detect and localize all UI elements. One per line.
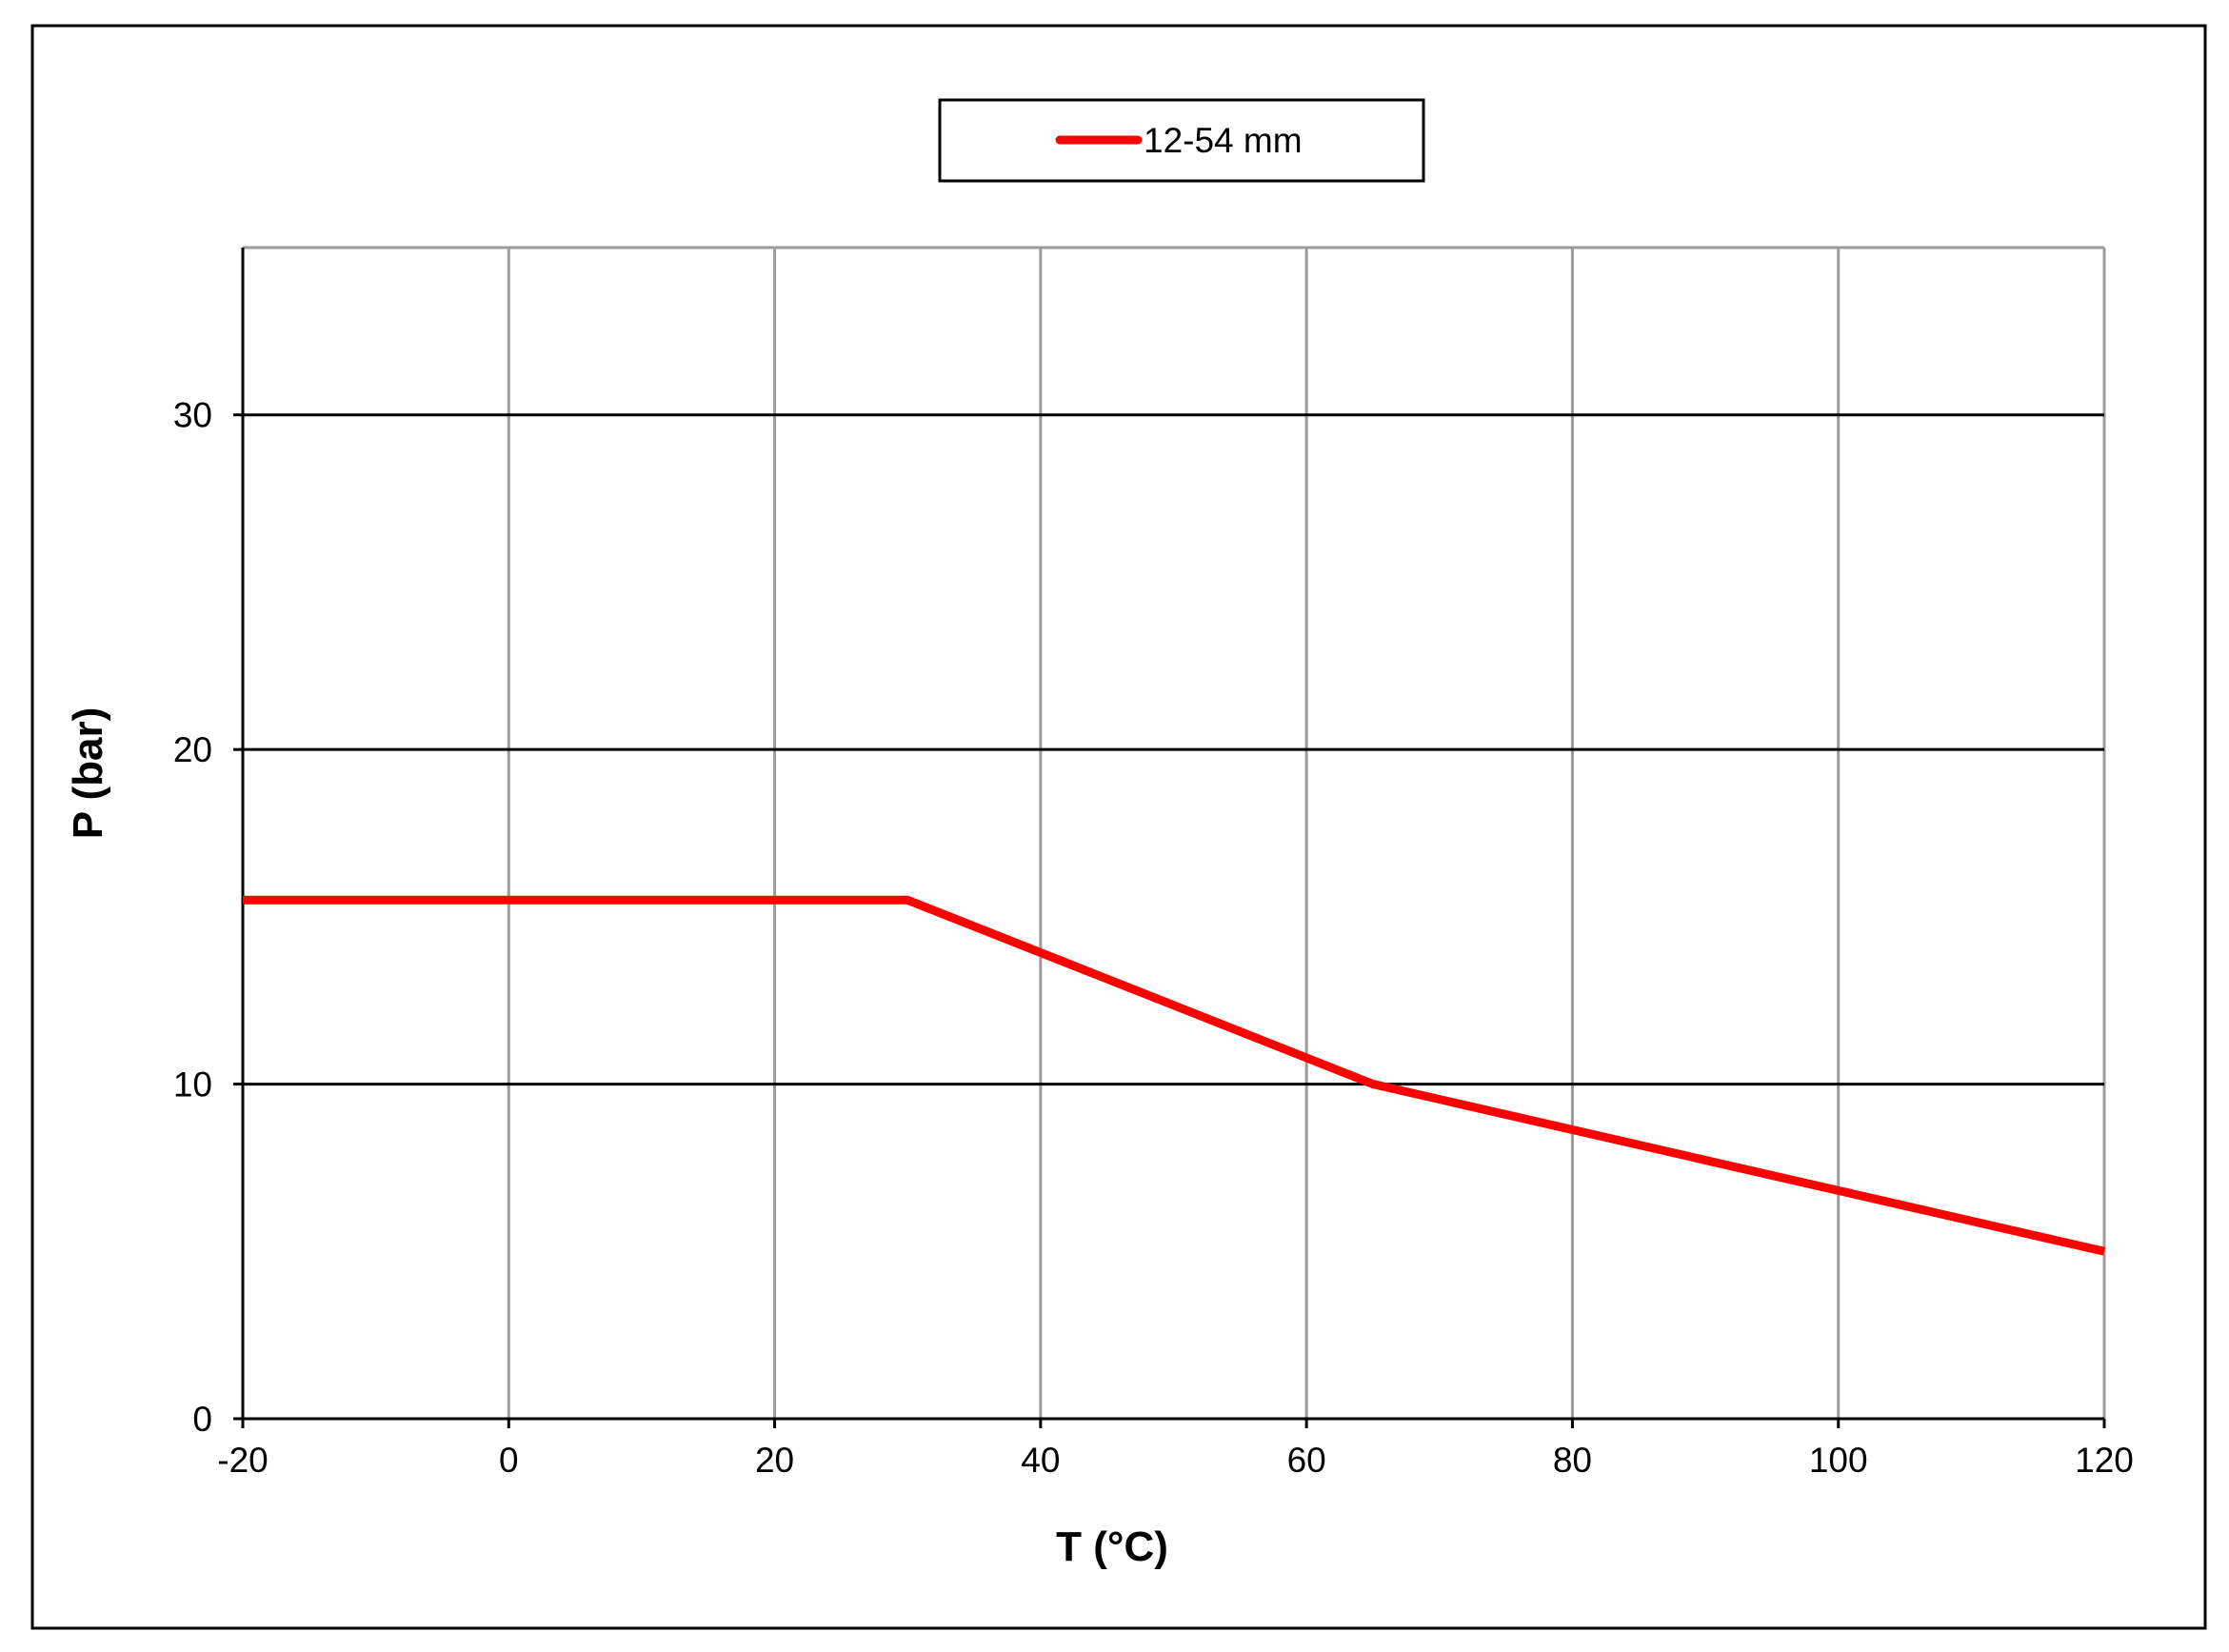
- x-tick-label: 60: [1287, 1441, 1326, 1480]
- y-tick-label: 0: [192, 1400, 212, 1439]
- y-tick-label: 10: [173, 1065, 212, 1105]
- legend-box: [938, 98, 1425, 183]
- x-tick-label: 0: [499, 1441, 519, 1480]
- x-tick-label: 20: [755, 1441, 794, 1480]
- series: [242, 895, 2106, 1256]
- y-tick-label: 30: [173, 396, 212, 435]
- series-point: [242, 899, 244, 901]
- grid: [243, 246, 2106, 1419]
- x-axis-title: T (°C): [1056, 1523, 1168, 1570]
- legend-label-12-54-mm: 12-54 mm: [1144, 121, 1303, 160]
- y-tick-label: 20: [173, 730, 212, 769]
- x-tick-label: 40: [1021, 1441, 1060, 1480]
- series-point: [1372, 1084, 1374, 1085]
- x-tick-label: -20: [217, 1441, 268, 1480]
- series-point: [906, 899, 908, 901]
- legend: 12-54 mm: [938, 98, 1425, 183]
- y-axis-title: P (bar): [65, 707, 111, 840]
- x-tick-label: 120: [2075, 1441, 2134, 1480]
- x-tick-label: 80: [1553, 1441, 1592, 1480]
- x-tick-label: 100: [1809, 1441, 1868, 1480]
- chart-frame: [30, 24, 2207, 1630]
- series-point: [2103, 1250, 2105, 1252]
- axes: [233, 248, 2106, 1428]
- series-line-12-54-mm: [243, 895, 2106, 1256]
